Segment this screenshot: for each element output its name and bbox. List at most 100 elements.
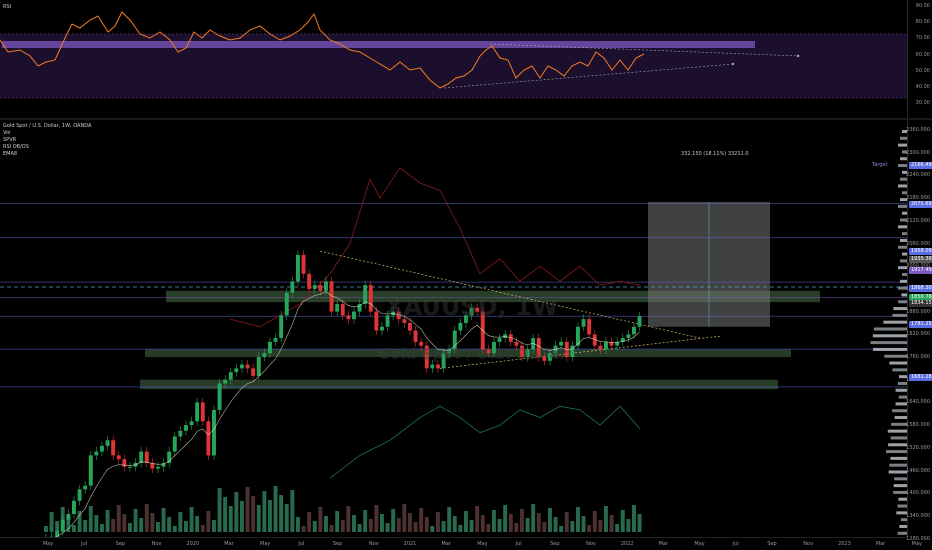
- candle-body: [497, 338, 502, 342]
- candle-body: [262, 353, 267, 357]
- volume-bar: [324, 516, 328, 532]
- candle-body: [548, 353, 552, 361]
- candle-body: [189, 421, 194, 426]
- volume-bar: [536, 513, 541, 532]
- volume-profile-bar: [889, 463, 908, 467]
- volume-bar: [279, 495, 284, 532]
- volume-bar: [357, 524, 362, 532]
- candle-body: [172, 436, 177, 452]
- volume-profile-bar: [902, 252, 908, 256]
- pane-divider[interactable]: [0, 118, 932, 120]
- volume-bar: [380, 514, 384, 532]
- rsi-trend-end: [731, 62, 735, 66]
- time-axis-tick: Nov: [586, 541, 596, 547]
- volume-bar: [83, 520, 88, 532]
- rsi-axis-tick: 90.00: [915, 3, 930, 9]
- legend-vol[interactable]: Vol: [3, 130, 11, 136]
- candle-body: [184, 425, 188, 431]
- legend-spvr[interactable]: SPVR: [3, 137, 17, 143]
- volume-profile-bar: [900, 198, 908, 202]
- volume-bar: [116, 505, 121, 532]
- rsi-axis-tick: 50.00: [915, 67, 930, 74]
- volume-profile-bar: [870, 341, 908, 345]
- volume-bar: [424, 517, 429, 532]
- rsi-pane[interactable]: [0, 0, 908, 118]
- candle-body: [615, 341, 620, 346]
- time-axis-tick: Sep: [550, 541, 560, 547]
- price-label: 2166.495: [909, 162, 932, 169]
- volume-profile-bar: [900, 238, 908, 242]
- volume-bar: [234, 492, 239, 532]
- volume-profile-bar: [873, 347, 908, 351]
- legend-symbol[interactable]: Gold Spot / U.S. Dollar, 1W, OANDA: [3, 123, 92, 129]
- volume-bar: [480, 515, 485, 532]
- volume-profile-bar: [899, 259, 908, 263]
- candle-body: [111, 440, 116, 456]
- volume-profile-bar: [899, 524, 908, 528]
- candle-body: [245, 364, 250, 369]
- rsi-axis-tick: 40.00: [915, 84, 930, 90]
- candle-body: [256, 357, 261, 376]
- candle-body: [94, 451, 99, 456]
- volume-bar: [335, 511, 340, 532]
- volume-bar: [290, 490, 295, 532]
- candle-body: [223, 379, 228, 384]
- volume-bar: [200, 525, 205, 532]
- volume-profile-bar: [901, 273, 908, 277]
- time-axis-tick: Jul: [732, 541, 739, 547]
- volume-profile-bar: [893, 490, 908, 494]
- volume-bar: [340, 520, 345, 532]
- price-axis-tick: 2240.000: [906, 172, 930, 179]
- volume-bar: [178, 512, 183, 532]
- volume-bar: [464, 511, 468, 532]
- price-chart[interactable]: [0, 120, 908, 538]
- volume-bar: [520, 509, 524, 532]
- volume-profile-bar: [898, 300, 908, 304]
- main-price-axis[interactable]: 2360.000 2300.000 2240.000 2180.000 2120.000…: [906, 120, 932, 542]
- volume-profile-bar: [898, 184, 908, 188]
- candle-body: [592, 334, 597, 346]
- volume-profile-bar: [892, 313, 908, 317]
- time-axis-tick: Sep: [332, 541, 343, 547]
- candle-body: [587, 319, 592, 335]
- volume-profile-bar: [898, 143, 908, 147]
- volume-bar: [436, 512, 440, 532]
- rsi-price-axis[interactable]: 90.00 80.00 70.00 60.00 50.00 40.00 30.00: [907, 0, 932, 118]
- time-axis-tick: May: [42, 541, 54, 547]
- price-axis-tick: 1520.000: [906, 444, 930, 451]
- candle-body: [206, 421, 211, 456]
- volume-profile-bar: [897, 266, 908, 270]
- rsi-chart[interactable]: [0, 0, 908, 118]
- volume-profile-bar: [902, 232, 908, 236]
- candle-body: [424, 345, 429, 369]
- volume-bar: [312, 521, 317, 532]
- volume-profile-bar: [902, 150, 908, 154]
- candle-body: [458, 322, 463, 331]
- candle-body: [637, 316, 642, 327]
- legend-rsi-obos[interactable]: RSI OB/OS: [3, 144, 29, 150]
- volume-bar: [296, 517, 300, 532]
- candle-body: [486, 349, 491, 354]
- volume-profile-bar: [872, 334, 908, 338]
- legend-ema8[interactable]: EMA8: [3, 151, 18, 157]
- triangle-lower: [439, 335, 721, 369]
- candle-body: [469, 307, 474, 316]
- time-axis-tick: 2021: [403, 541, 417, 547]
- volume-profile-bar: [897, 531, 908, 535]
- candle-body: [161, 462, 166, 467]
- volume-bar: [217, 488, 222, 532]
- candle-body: [402, 319, 407, 323]
- volume-bar: [531, 504, 536, 532]
- time-axis[interactable]: May Jul Sep Nov 2020 Mar May Jul Sep Nov 2021 Mar Ma…: [0, 537, 922, 550]
- price-axis-tick: 2300.000: [906, 149, 930, 156]
- volume-bar: [228, 506, 233, 532]
- volume-bar: [94, 515, 99, 532]
- volume-bar: [592, 511, 597, 532]
- volume-profile-bar: [897, 286, 908, 290]
- main-chart-pane[interactable]: [0, 120, 908, 538]
- time-axis-tick: May: [694, 541, 705, 547]
- candle-body: [374, 311, 379, 331]
- volume-bar: [615, 524, 620, 532]
- volume-profile-bar: [900, 157, 908, 161]
- volume-profile-bar: [893, 484, 908, 488]
